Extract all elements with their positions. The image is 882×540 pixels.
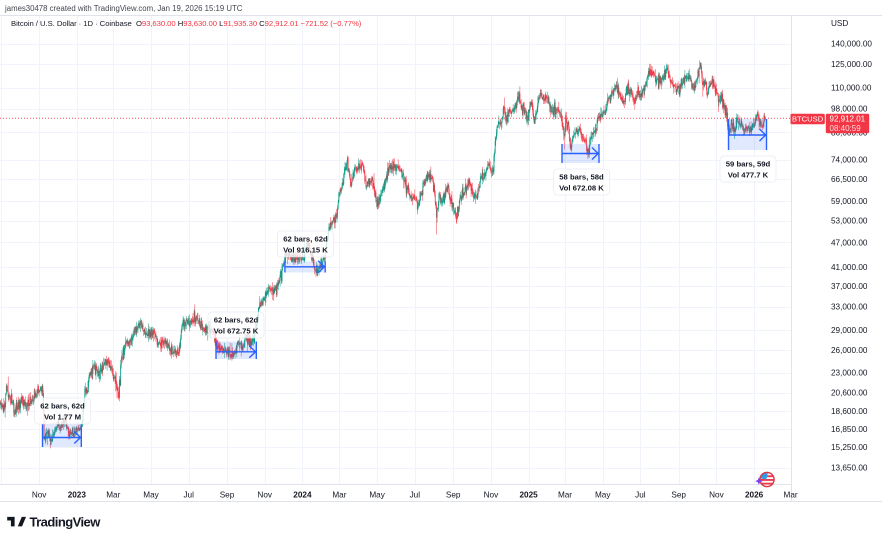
svg-text:Vol 1.77 M: Vol 1.77 M: [44, 413, 81, 422]
svg-text:62 bars, 62d: 62 bars, 62d: [283, 235, 328, 244]
svg-text:26,000.00: 26,000.00: [831, 346, 868, 355]
svg-text:20,600.00: 20,600.00: [831, 389, 868, 398]
svg-text:Sep: Sep: [446, 491, 461, 500]
svg-text:Nov: Nov: [257, 491, 272, 500]
svg-text:08:40:59: 08:40:59: [830, 124, 862, 133]
svg-text:33,000.00: 33,000.00: [831, 303, 868, 312]
svg-text:2023: 2023: [68, 491, 87, 500]
svg-text:110,000.00: 110,000.00: [831, 84, 872, 93]
svg-text:Vol 672.08 K: Vol 672.08 K: [559, 184, 604, 193]
svg-text:Mar: Mar: [784, 491, 798, 500]
svg-text:2025: 2025: [519, 491, 538, 500]
svg-text:58 bars, 58d: 58 bars, 58d: [559, 173, 604, 182]
svg-text:Jul: Jul: [635, 491, 646, 500]
svg-text:29,000.00: 29,000.00: [831, 326, 868, 335]
svg-text:125,000.00: 125,000.00: [831, 60, 872, 69]
svg-text:59 bars, 59d: 59 bars, 59d: [726, 160, 771, 169]
svg-text:23,000.00: 23,000.00: [831, 368, 868, 377]
svg-text:140,000.00: 140,000.00: [831, 40, 872, 49]
svg-text:41,000.00: 41,000.00: [831, 263, 868, 272]
svg-text:Jul: Jul: [183, 491, 194, 500]
svg-text:Nov: Nov: [709, 491, 724, 500]
svg-text:May: May: [143, 491, 159, 500]
svg-text:Sep: Sep: [671, 491, 686, 500]
svg-text:47,000.00: 47,000.00: [831, 238, 868, 247]
svg-text:15,250.00: 15,250.00: [831, 443, 868, 452]
svg-text:Mar: Mar: [106, 491, 120, 500]
svg-text:Sep: Sep: [220, 491, 235, 500]
svg-text:Vol 672.75 K: Vol 672.75 K: [214, 327, 259, 336]
svg-text:james30478 created with Tradin: james30478 created with TradingView.com,…: [4, 4, 243, 13]
svg-text:May: May: [595, 491, 611, 500]
svg-text:18,600.00: 18,600.00: [831, 407, 868, 416]
svg-text:59,000.00: 59,000.00: [831, 197, 868, 206]
svg-text:37,000.00: 37,000.00: [831, 282, 868, 291]
svg-text:Bitcoin / U.S. Dollar · 1D · C: Bitcoin / U.S. Dollar · 1D · Coinbase O9…: [11, 19, 362, 28]
svg-text:Vol 477.7 K: Vol 477.7 K: [728, 171, 769, 180]
svg-text:TradingView: TradingView: [30, 515, 102, 530]
svg-text:98,000.00: 98,000.00: [831, 105, 868, 114]
svg-text:Vol 916.15 K: Vol 916.15 K: [283, 246, 328, 255]
svg-text:Nov: Nov: [32, 491, 47, 500]
svg-text:66,500.00: 66,500.00: [831, 175, 868, 184]
svg-text:Jul: Jul: [410, 491, 421, 500]
svg-text:62 bars, 62d: 62 bars, 62d: [214, 316, 259, 325]
svg-text:BTCUSD: BTCUSD: [792, 114, 824, 123]
svg-text:92,912.01: 92,912.01: [830, 115, 866, 124]
svg-text:62 bars, 62d: 62 bars, 62d: [40, 402, 85, 411]
svg-text:74,000.00: 74,000.00: [831, 156, 868, 165]
svg-text:Mar: Mar: [558, 491, 572, 500]
svg-text:2026: 2026: [745, 491, 764, 500]
svg-text:Mar: Mar: [332, 491, 346, 500]
svg-text:16,850.00: 16,850.00: [831, 425, 868, 434]
svg-text:May: May: [369, 491, 385, 500]
svg-text:53,000.00: 53,000.00: [831, 216, 868, 225]
svg-text:USD: USD: [831, 19, 848, 28]
svg-text:Nov: Nov: [484, 491, 499, 500]
svg-text:2024: 2024: [293, 491, 312, 500]
svg-text:13,650.00: 13,650.00: [831, 463, 868, 472]
